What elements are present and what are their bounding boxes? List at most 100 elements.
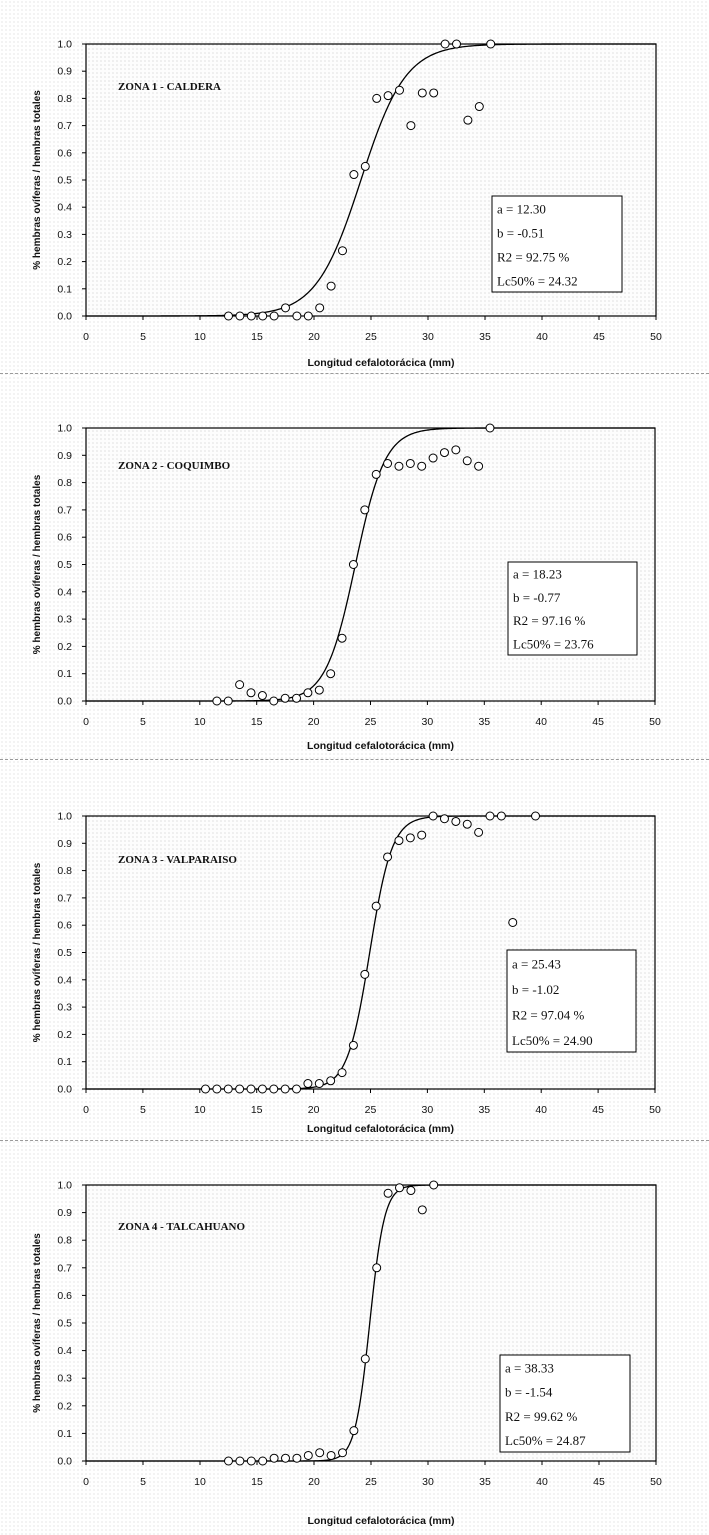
y-tick-label: 1.0 bbox=[57, 39, 72, 51]
data-point bbox=[462, 819, 472, 829]
data-point bbox=[292, 1453, 302, 1463]
y-tick-label: 0.9 bbox=[57, 1207, 72, 1219]
stats-box bbox=[507, 561, 638, 656]
data-point bbox=[292, 1084, 302, 1094]
data-point bbox=[439, 448, 449, 458]
stat-line: Lc50% = 24.90 bbox=[512, 1033, 593, 1048]
data-point bbox=[496, 811, 506, 821]
data-point bbox=[394, 836, 404, 846]
y-tick-label: 0.3 bbox=[57, 614, 72, 626]
x-tick-label: 50 bbox=[649, 716, 661, 728]
data-point bbox=[440, 39, 450, 49]
data-point bbox=[269, 311, 279, 321]
y-tick-label: 0.7 bbox=[57, 1262, 72, 1274]
data-point bbox=[428, 811, 438, 821]
y-tick-label: 0.7 bbox=[57, 504, 72, 516]
y-tick-label: 0.2 bbox=[57, 1029, 72, 1041]
x-tick-label: 25 bbox=[365, 1104, 377, 1116]
data-point bbox=[395, 1183, 404, 1193]
x-tick-label: 20 bbox=[308, 716, 320, 728]
x-tick-label: 10 bbox=[194, 1476, 206, 1488]
y-tick-label: 0.7 bbox=[57, 892, 72, 904]
data-point bbox=[235, 680, 245, 690]
y-tick-label: 0.3 bbox=[57, 229, 72, 241]
panel-divider bbox=[0, 759, 709, 760]
fitted-curve bbox=[86, 1184, 656, 1462]
data-point bbox=[428, 453, 438, 463]
x-tick-label: 45 bbox=[593, 331, 605, 343]
x-tick-label: 45 bbox=[592, 716, 604, 728]
y-tick-label: 0.4 bbox=[57, 974, 72, 986]
data-point bbox=[372, 93, 382, 103]
data-point bbox=[258, 1456, 268, 1466]
y-tick-label: 0.7 bbox=[57, 120, 72, 132]
data-point bbox=[292, 693, 302, 703]
data-point bbox=[360, 969, 370, 979]
x-axis-label: Longitud cefalotorácica (mm) bbox=[307, 357, 454, 369]
data-point bbox=[246, 688, 256, 698]
stat-line: a = 38.33 bbox=[505, 1360, 554, 1375]
x-tick-label: 25 bbox=[365, 331, 377, 343]
data-point bbox=[246, 1084, 256, 1094]
data-point bbox=[269, 1084, 279, 1094]
data-point bbox=[417, 1205, 427, 1215]
stats-box bbox=[506, 949, 637, 1053]
x-tick-label: 15 bbox=[251, 1476, 263, 1488]
x-tick-label: 15 bbox=[251, 1104, 263, 1116]
y-tick-label: 0.9 bbox=[57, 450, 72, 462]
data-point bbox=[292, 311, 302, 321]
data-point bbox=[337, 633, 347, 643]
y-tick-label: 0.0 bbox=[57, 696, 72, 708]
chart-zona-3-svg: 0.0 0.1 0.2 0.3 0.4 0.5 0.6 0.7 0.8 0.9 1.0 0 5 10 15 2… bbox=[32, 811, 661, 1136]
y-tick-label: 0.1 bbox=[57, 1428, 72, 1440]
data-point bbox=[429, 88, 439, 98]
data-point bbox=[383, 1188, 393, 1198]
x-tick-label: 20 bbox=[308, 1476, 320, 1488]
x-tick-label: 35 bbox=[478, 1104, 490, 1116]
x-tick-label: 30 bbox=[422, 331, 434, 343]
data-point bbox=[303, 311, 313, 321]
data-point bbox=[314, 685, 324, 695]
y-tick-label: 0.4 bbox=[57, 1345, 72, 1357]
y-tick-label: 0.6 bbox=[57, 920, 72, 932]
x-tick-label: 30 bbox=[422, 1476, 434, 1488]
stat-line: b = -0.51 bbox=[497, 225, 544, 240]
y-tick-label: 0.5 bbox=[57, 175, 72, 187]
data-point bbox=[417, 830, 427, 840]
x-tick-label: 5 bbox=[140, 1476, 146, 1488]
data-point bbox=[303, 1450, 313, 1460]
y-tick-label: 0.4 bbox=[57, 202, 72, 214]
data-point bbox=[486, 39, 496, 49]
data-point bbox=[360, 1354, 370, 1364]
data-point bbox=[315, 1448, 325, 1458]
y-tick-label: 0.9 bbox=[57, 838, 72, 850]
data-point bbox=[439, 814, 449, 824]
data-point bbox=[485, 423, 495, 433]
x-tick-label: 20 bbox=[308, 331, 320, 343]
x-tick-label: 40 bbox=[535, 716, 547, 728]
x-axis-label: Longitud cefalotorácica (mm) bbox=[307, 740, 454, 752]
data-point bbox=[349, 1426, 359, 1436]
y-tick-label: 0.9 bbox=[57, 66, 72, 78]
data-point bbox=[394, 461, 404, 471]
data-point bbox=[303, 1079, 313, 1089]
x-tick-label: 45 bbox=[593, 1476, 605, 1488]
data-point bbox=[246, 311, 256, 321]
chart-title: ZONA 3 - VALPARAISO bbox=[118, 854, 237, 866]
data-point bbox=[281, 303, 290, 313]
x-tick-label: 15 bbox=[251, 716, 263, 728]
y-tick-label: 0.0 bbox=[57, 311, 72, 323]
x-tick-label: 20 bbox=[308, 1104, 320, 1116]
data-point bbox=[326, 669, 336, 679]
y-tick-label: 0.8 bbox=[57, 1235, 72, 1247]
y-tick-label: 0.2 bbox=[57, 1400, 72, 1412]
stat-line: a = 18.23 bbox=[513, 567, 562, 582]
data-point bbox=[269, 696, 279, 706]
data-point bbox=[348, 560, 358, 569]
chart-panel-zona-4: 0.0 0.1 0.2 0.3 0.4 0.5 0.6 0.7 0.8 0.9 1.0 0 5 10 15 2… bbox=[0, 1141, 709, 1535]
data-point bbox=[451, 445, 461, 455]
stat-line: a = 12.30 bbox=[497, 201, 546, 216]
x-tick-label: 35 bbox=[479, 1476, 491, 1488]
chart-zona-2-svg: 0.0 0.1 0.2 0.3 0.4 0.5 0.6 0.7 0.8 0.9 1.0 0 5 10 15 2… bbox=[32, 423, 661, 753]
